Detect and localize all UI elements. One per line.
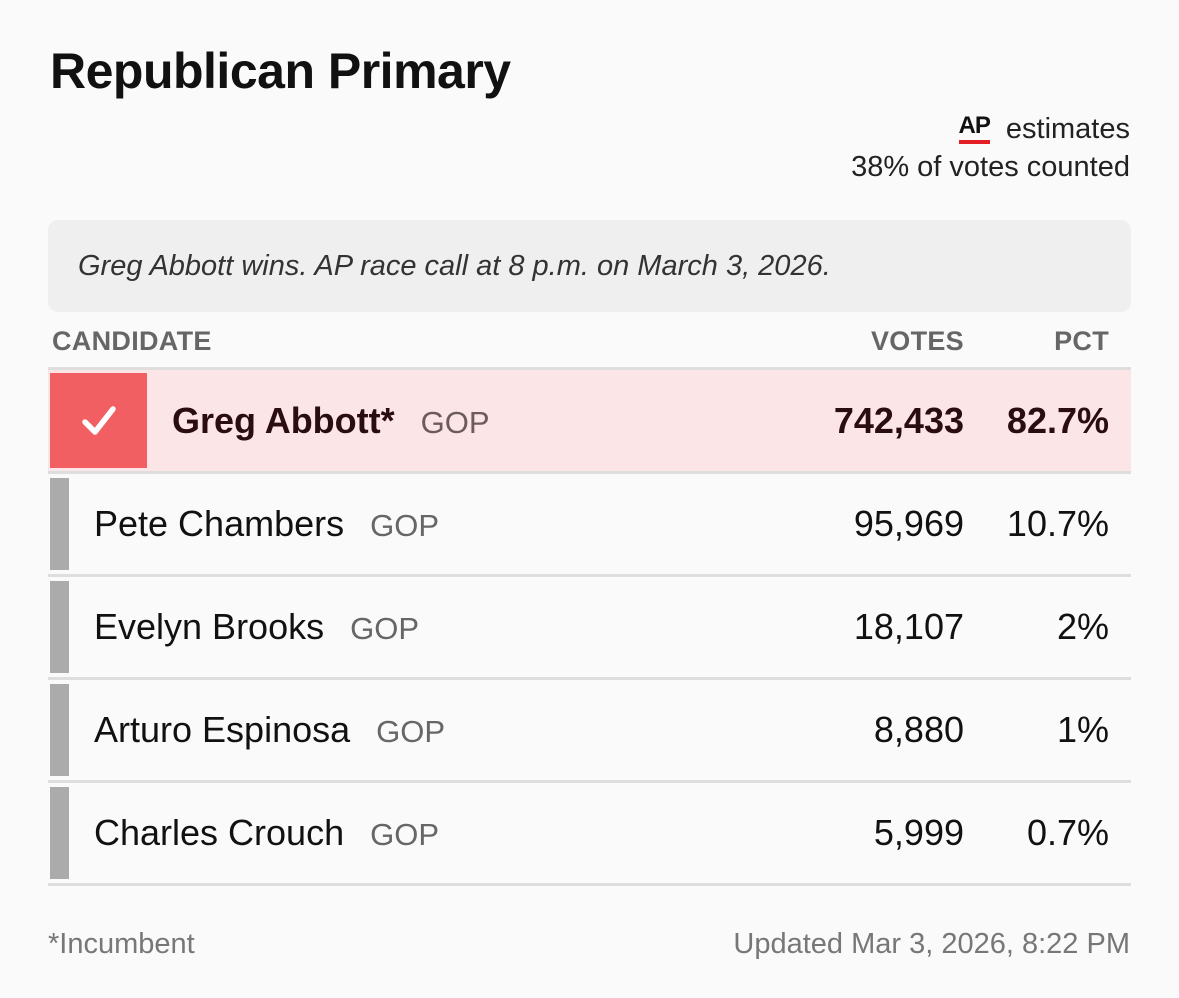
candidate-name-text: Pete Chambers (94, 503, 345, 544)
header-candidate: CANDIDATE (52, 326, 212, 356)
candidate-votes: 18,107 (853, 606, 964, 647)
candidate-party: GOP (350, 611, 420, 646)
table-row: Evelyn Brooks GOP 18,107 2% (48, 577, 1131, 680)
candidate-party: GOP (370, 508, 440, 543)
candidate-votes: 95,969 (853, 503, 964, 544)
candidate-name: Evelyn Brooks GOP (94, 606, 419, 648)
table-header: CANDIDATE VOTES PCT (48, 318, 1131, 366)
candidate-name: Arturo Espinosa GOP (94, 709, 445, 751)
votes-counted: 38% of votes counted (851, 151, 1130, 183)
results-table: Greg Abbott* GOP 742,433 82.7% Pete Chamb… (48, 367, 1131, 886)
table-row-winner: Greg Abbott* GOP 742,433 82.7% (48, 370, 1131, 474)
candidate-name-text: Arturo Espinosa (94, 709, 351, 750)
candidate-name: Pete Chambers GOP (94, 503, 439, 545)
winner-badge (50, 373, 147, 468)
incumbent-footnote: *Incumbent (48, 928, 195, 960)
table-row: Pete Chambers GOP 95,969 10.7% (48, 474, 1131, 577)
candidate-party: GOP (376, 714, 446, 749)
candidate-pct: 10.7% (1006, 503, 1109, 544)
estimates-label: estimates (1005, 113, 1130, 145)
candidate-name-text: Greg Abbott* (172, 399, 395, 441)
candidate-pct: 1% (1056, 709, 1109, 750)
candidate-bar (50, 684, 69, 776)
results-meta: AP estimates 38% of votes counted (851, 110, 1130, 186)
candidate-party: GOP (370, 817, 440, 852)
candidate-votes: 8,880 (873, 709, 964, 750)
checkmark-icon (81, 405, 116, 435)
candidate-votes: 742,433 (833, 399, 964, 441)
header-pct: PCT (1054, 326, 1109, 356)
candidate-name-text: Evelyn Brooks (94, 606, 325, 647)
ap-logo: AP (958, 114, 991, 144)
candidate-pct: 2% (1056, 606, 1109, 647)
updated-timestamp: Updated Mar 3, 2026, 8:22 PM (733, 928, 1130, 960)
candidate-name-text: Charles Crouch (94, 812, 345, 853)
candidate-bar (50, 581, 69, 673)
candidate-bar (50, 478, 69, 570)
table-row: Charles Crouch GOP 5,999 0.7% (48, 783, 1131, 886)
candidate-pct: 0.7% (1026, 812, 1109, 853)
candidate-name: Charles Crouch GOP (94, 812, 439, 854)
ap-estimates-line: AP estimates (851, 110, 1130, 148)
race-call-banner: Greg Abbott wins. AP race call at 8 p.m.… (48, 220, 1131, 312)
candidate-bar (50, 787, 69, 879)
candidate-pct: 82.7% (1006, 399, 1109, 441)
candidate-party: GOP (420, 404, 490, 440)
header-votes: VOTES (870, 326, 964, 356)
candidate-name: Greg Abbott* GOP (172, 400, 490, 442)
page-title: Republican Primary (50, 43, 511, 99)
candidate-votes: 5,999 (873, 812, 964, 853)
table-row: Arturo Espinosa GOP 8,880 1% (48, 680, 1131, 783)
